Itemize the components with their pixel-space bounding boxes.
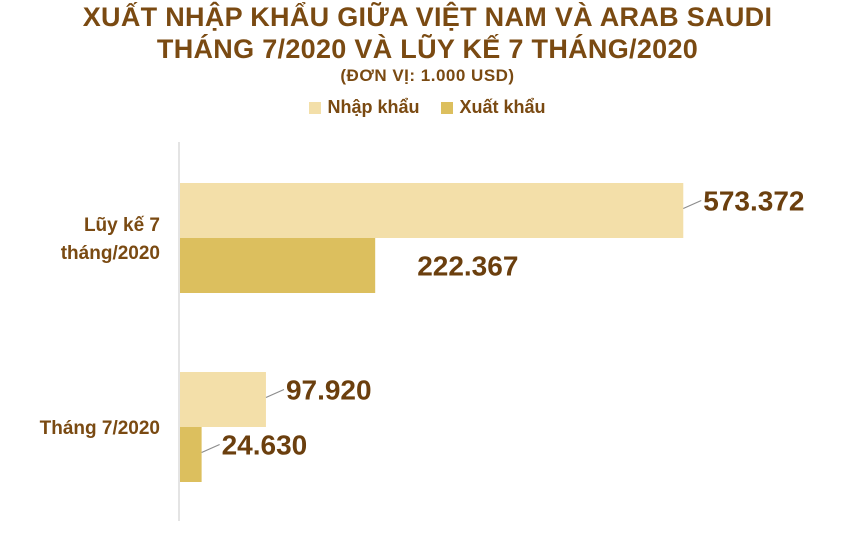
- chart-title-line1: XUẤT NHẬP KHẨU GIỮA VIỆT NAM VÀ ARAB SAU…: [82, 2, 773, 32]
- bar-import-1: [180, 372, 266, 427]
- bar-export-0: [180, 238, 376, 293]
- bar-import-0: [180, 183, 684, 238]
- leader-line-export-1: [201, 443, 220, 454]
- category-label-0-1: tháng/2020: [61, 243, 160, 264]
- legend-item-import: Nhập khẩu: [309, 97, 419, 118]
- category-label-0-0: Lũy kế 7: [84, 215, 160, 236]
- leader-line-import-1: [265, 388, 285, 399]
- value-label-export-0: 222.367: [417, 251, 518, 282]
- value-label-import-1: 97.920: [286, 375, 372, 406]
- legend-swatch-import: [309, 101, 322, 114]
- legend-item-export: Xuất khẩu: [441, 97, 546, 118]
- value-label-export-1: 24.630: [222, 430, 308, 461]
- legend-label-import: Nhập khẩu: [327, 97, 420, 117]
- legend-swatch-export: [441, 101, 454, 114]
- legend-label-export: Xuất khẩu: [459, 97, 546, 117]
- leader-line-import-0: [683, 199, 702, 210]
- value-label-import-0: 573.372: [703, 186, 804, 217]
- chart-title-line2: THÁNG 7/2020 VÀ LŨY KẾ 7 THÁNG/2020: [156, 34, 699, 64]
- chart-unit-subtitle: (ĐƠN VỊ: 1.000 USD): [340, 66, 515, 85]
- chart-legend: Nhập khẩu Xuất khẩu: [0, 97, 855, 118]
- category-label-1-0: Tháng 7/2020: [40, 418, 160, 439]
- bar-export-1: [180, 427, 202, 482]
